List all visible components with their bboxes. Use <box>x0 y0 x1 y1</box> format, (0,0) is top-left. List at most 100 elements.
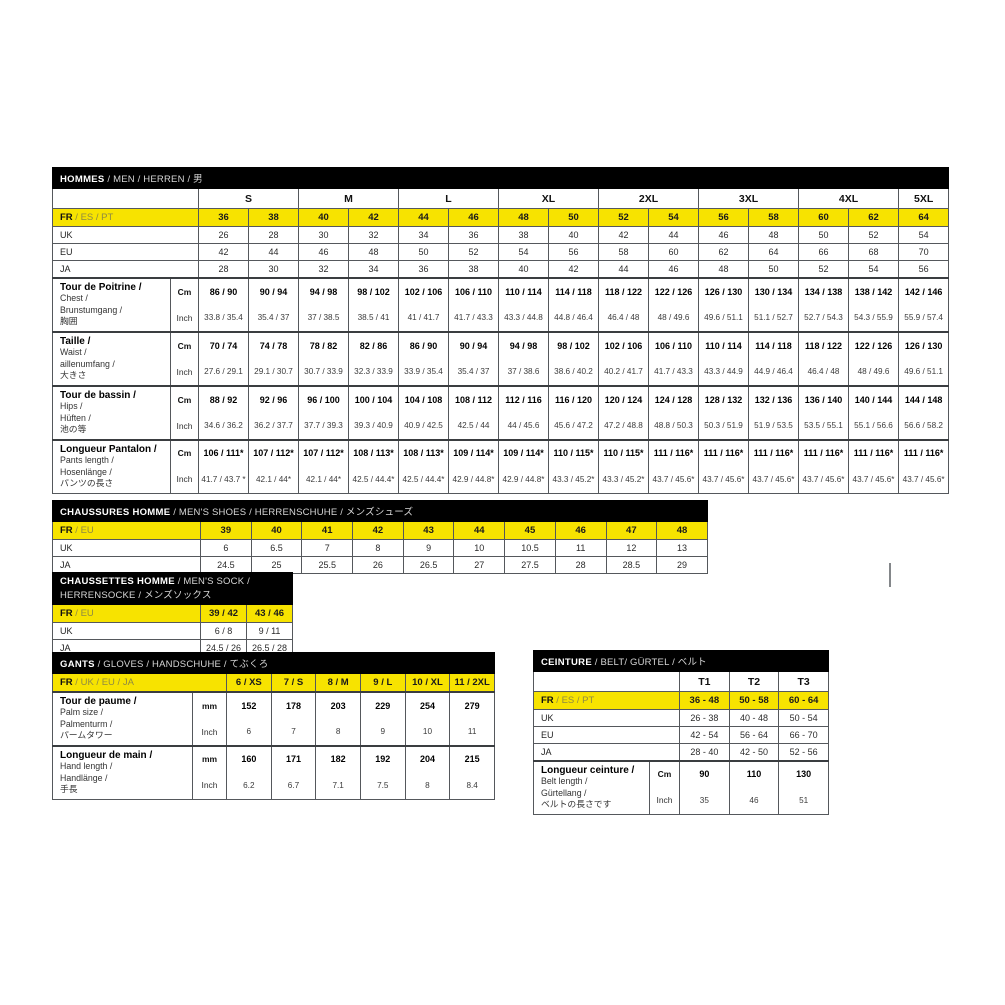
gloves-measurement-row-inch: Inch 6 7 8 9 10 11 <box>53 718 495 746</box>
socks-banner-title: CHAUSSETTES HOMME <box>60 576 175 587</box>
mens-row-value: 28 <box>198 260 249 278</box>
mens-measurement-cm-value: 126 / 130 <box>897 330 950 359</box>
belt-row-value: 56 - 64 <box>728 726 780 744</box>
shoes-row-value: 28 <box>554 556 607 574</box>
mens-row-value: 34 <box>348 260 399 278</box>
belt-row-value: 26 - 38 <box>679 709 730 727</box>
mens-measurement-inch-value: 48 / 49.6 <box>648 304 699 332</box>
mens-measurement-cm-value: 94 / 98 <box>498 330 549 359</box>
mens-unit-cm: Cm <box>170 384 199 413</box>
mens-measurement-inch-value: 43.3 / 44.9 <box>698 358 749 386</box>
mens-size-group-blank <box>52 188 199 209</box>
mens-measurement-row-inch: Inch 27.6 / 29.1 29.1 / 30.7 30.7 / 33.9 32.… <box>53 358 950 386</box>
mens-measurement-cm-value: 108 / 113* <box>348 438 399 467</box>
mens-measurement-row-cm: Taille / Waist / aillenumfang / 大きさ Cm 70 / 7… <box>52 330 950 386</box>
gloves-banner-row: GANTS / GLOVES / HANDSCHUHE / てぶくろ <box>52 652 495 674</box>
belt-measurement-title: Longueur ceinture / <box>541 764 635 776</box>
mens-measurement-inch-value: 41 / 41.7 <box>398 304 449 332</box>
mens-measurement-inch-value: 35.4 / 37 <box>448 358 499 386</box>
mens-measurement-cm-value: 118 / 122 <box>798 330 849 359</box>
socks-fr-label: FR / EU <box>52 604 201 623</box>
mens-measurement-cm-value: 140 / 144 <box>848 384 899 413</box>
belt-banner-title: CEINTURE <box>541 657 592 668</box>
socks-row-value: 6 / 8 <box>200 622 247 640</box>
mens-measurement-inch-value: 45.6 / 47.2 <box>548 412 599 440</box>
mens-row-value: 36 <box>448 226 499 244</box>
belt-measurement-subtitle: ベルトの長さです <box>541 799 612 809</box>
belt-measurement-cm-value: 110 <box>728 759 780 788</box>
mens-banner-subtitle: / MEN / HERREN / 男 <box>104 174 203 185</box>
mens-row-value: 58 <box>598 243 649 261</box>
mens-row: JA 28 30 32 34 36 38 40 42 44 46 48 50 52 54 56 <box>52 260 950 278</box>
mens-row-value: 50 <box>748 260 799 278</box>
mens-measurement-inch-value: 49.6 / 51.1 <box>698 304 749 332</box>
mens-measurement-cm-value: 100 / 104 <box>348 384 399 413</box>
gloves-measurement-subtitle: Handlänge / <box>60 772 108 783</box>
mens-measurement-cm-value: 111 / 116* <box>798 438 849 467</box>
gloves-measurement-subtitle: Hand length / <box>60 761 113 771</box>
gloves-banner-title: GANTS <box>60 659 95 670</box>
shoes-fr-size-value: 45 <box>504 521 556 540</box>
gloves-measurement-cm-value: 152 <box>226 690 272 719</box>
socks-fr-row: FR / EU 39 / 42 43 / 46 <box>52 604 294 623</box>
gloves-measurement-inch-value: 8 <box>315 718 361 746</box>
shoes-fr-size-value: 48 <box>656 521 708 540</box>
mens-measurement-cm-value: 82 / 86 <box>348 330 399 359</box>
mens-row-value: 32 <box>298 260 349 278</box>
gloves-unit-inch: Inch <box>192 772 227 800</box>
mens-fr-size-value: 58 <box>748 208 799 227</box>
gloves-fr-size-value: 8 / M <box>315 673 361 692</box>
gloves-measurement-inch-value: 7 <box>270 718 317 746</box>
mens-measurement-subtitle: 胸囲 <box>60 316 78 326</box>
belt-row-value: 52 - 56 <box>778 743 829 761</box>
belt-banner-cell: CEINTURE / BELT/ GÜRTEL / ベルト <box>533 650 829 672</box>
mens-row-value: 40 <box>498 260 549 278</box>
shoes-banner-title: CHAUSSURES HOMME <box>60 507 171 518</box>
belt-row: EU 42 - 54 56 - 64 66 - 70 <box>533 726 829 744</box>
gloves-measurement-subtitle: パームタワー <box>60 730 113 740</box>
mens-row-value: 30 <box>248 260 299 278</box>
gloves-fr-size-value: 10 / XL <box>404 673 451 692</box>
mens-measurement-inch-value: 42.1 / 44* <box>248 466 299 494</box>
mens-measurement-inch-value: 55.1 / 56.6 <box>848 412 899 440</box>
mens-unit-cm: Cm <box>170 438 199 467</box>
belt-size-group-label: T1 <box>679 671 730 692</box>
socks-banner-subtitle: / MEN'S SOCK / HERRENSOCKE / メンズソックス <box>60 576 250 601</box>
belt-row-value: 28 - 40 <box>679 743 730 761</box>
gloves-measurement-row-cm: Tour de paume / Palm size / Palmenturm / パー… <box>52 690 495 746</box>
mens-row-label: UK <box>52 226 199 244</box>
mens-row-value: 54 <box>498 243 549 261</box>
mens-row-value: 44 <box>598 260 649 278</box>
mens-fr-label: FR / ES / PT <box>52 208 199 227</box>
mens-row-value: 50 <box>798 226 849 244</box>
shoes-fr-size-value: 41 <box>301 521 354 540</box>
shoes-row: UK 6 6.5 7 8 9 10 10.5 11 12 13 <box>52 539 708 557</box>
belt-size-group-label: T2 <box>728 671 780 692</box>
gloves-measurement-subtitle: 手長 <box>60 784 78 794</box>
belt-row-label: JA <box>533 743 680 761</box>
shoes-banner-subtitle: / MEN'S SHOES / HERRENSCHUHE / メンズシューズ <box>170 507 414 518</box>
mens-row-label: EU <box>52 243 199 261</box>
mens-row-value: 50 <box>398 243 449 261</box>
mens-measurement-inch-value: 51.9 / 53.5 <box>748 412 799 440</box>
mens-measurement-inch-value: 30.7 / 33.9 <box>298 358 349 386</box>
mens-row-value: 46 <box>298 243 349 261</box>
mens-fr-size-value: 64 <box>897 208 950 227</box>
mens-row-value: 68 <box>848 243 899 261</box>
gloves-measurement-cm-value: 182 <box>315 744 361 773</box>
mens-row-value: 56 <box>548 243 599 261</box>
gloves-measurement-cm-value: 215 <box>449 744 495 773</box>
mens-measurement-inch-value: 51.1 / 52.7 <box>748 304 799 332</box>
mens-size-group-label: 3XL <box>698 188 799 209</box>
mens-measurement-title: Taille / <box>60 335 91 347</box>
mens-measurement-subtitle: 大きさ <box>60 370 87 380</box>
belt-banner-row: CEINTURE / BELT/ GÜRTEL / ベルト <box>533 650 829 672</box>
mens-measurement-title: Longueur Pantalon / <box>60 443 157 455</box>
mens-measurement-cm-value: 98 / 102 <box>348 276 399 305</box>
belt-measurement-subtitle: Belt length / <box>541 776 588 786</box>
mens-measurement-cm-value: 122 / 126 <box>848 330 899 359</box>
mens-measurement-cm-value: 132 / 136 <box>748 384 799 413</box>
mens-fr-size-value: 44 <box>398 208 449 227</box>
mens-measurement-inch-value: 27.6 / 29.1 <box>198 358 249 386</box>
